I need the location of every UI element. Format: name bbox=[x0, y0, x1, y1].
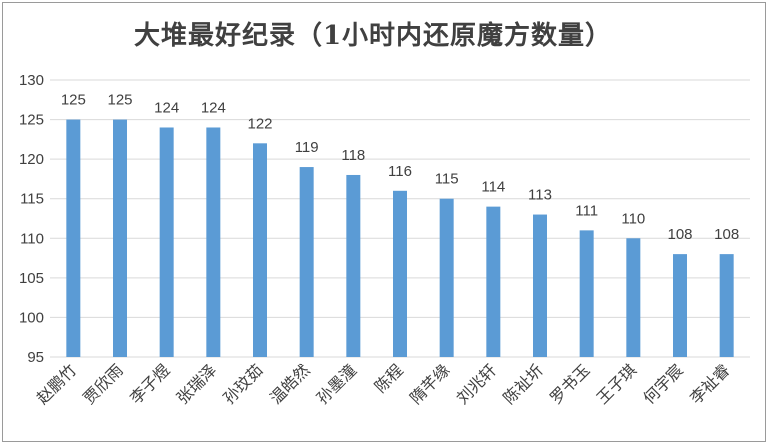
x-tick-label: 陈程 bbox=[371, 360, 407, 396]
y-axis-tick-labels: 95 100 105 110 115 120 125 130 bbox=[19, 72, 44, 366]
data-label: 110 bbox=[621, 210, 645, 227]
y-tick-label: 110 bbox=[20, 230, 44, 247]
x-tick-label: 王子琪 bbox=[593, 360, 640, 407]
bar bbox=[299, 167, 314, 357]
x-tick-label: 李子煜 bbox=[126, 360, 173, 407]
bar bbox=[533, 214, 547, 357]
data-label: 125 bbox=[61, 92, 86, 109]
data-labels: 125 125 124 124 122 119 118 116 115 114 113 111 110 1… bbox=[61, 92, 739, 244]
data-label: 108 bbox=[667, 226, 692, 243]
data-label: 111 bbox=[575, 202, 598, 219]
x-tick-label: 隋芊缘 bbox=[406, 360, 453, 407]
data-label: 124 bbox=[154, 99, 179, 116]
x-tick-label: 温皓然 bbox=[266, 360, 313, 407]
data-label: 118 bbox=[341, 147, 365, 164]
bar bbox=[439, 198, 454, 357]
y-tick-label: 115 bbox=[20, 191, 44, 208]
bar bbox=[393, 190, 407, 357]
bar bbox=[673, 254, 687, 357]
bar bbox=[486, 206, 501, 357]
x-tick-label: 孙墨潼 bbox=[313, 360, 360, 407]
bar bbox=[346, 174, 361, 357]
bar bbox=[579, 230, 594, 357]
data-label: 119 bbox=[295, 139, 319, 156]
bar bbox=[66, 119, 81, 357]
x-tick-label: 李祉睿 bbox=[686, 360, 733, 407]
data-label: 122 bbox=[247, 115, 272, 132]
data-label: 116 bbox=[388, 163, 412, 180]
x-axis-category-labels: 赵鹏竹 贾欣雨 李子煜 张瑞泽 孙玟茹 温皓然 孙墨潼 陈程 隋芊缘 刘兆轩 陈祉圻 罗书玉 王子琪 何宇… bbox=[33, 360, 734, 407]
x-tick-label: 陈祉圻 bbox=[499, 360, 546, 407]
bar bbox=[626, 238, 641, 357]
x-tick-label: 刘兆轩 bbox=[453, 360, 500, 407]
bar bbox=[206, 127, 221, 357]
data-label: 114 bbox=[481, 179, 505, 196]
data-label: 115 bbox=[435, 171, 459, 188]
x-tick-label: 贾欣雨 bbox=[79, 360, 126, 407]
y-tick-label: 130 bbox=[19, 72, 44, 89]
data-label: 113 bbox=[528, 187, 552, 204]
data-label: 125 bbox=[107, 92, 132, 109]
bar bbox=[113, 119, 127, 357]
x-tick-label: 罗书玉 bbox=[546, 360, 593, 407]
bars bbox=[66, 119, 734, 357]
x-tick-label: 孙玟茹 bbox=[219, 360, 266, 407]
y-tick-label: 125 bbox=[19, 112, 44, 129]
y-tick-label: 100 bbox=[19, 309, 44, 326]
y-tick-label: 95 bbox=[27, 349, 44, 366]
bar bbox=[253, 143, 267, 357]
x-tick-label: 赵鹏竹 bbox=[33, 360, 80, 407]
x-tick-label: 何宇宸 bbox=[639, 360, 686, 407]
bar bbox=[159, 127, 174, 357]
data-label: 108 bbox=[714, 226, 739, 243]
chart-title: 大堆最好纪录（1小时内还原魔方数量） bbox=[133, 21, 613, 51]
bar bbox=[719, 254, 734, 357]
data-label: 124 bbox=[201, 99, 226, 116]
x-tick-label: 张瑞泽 bbox=[173, 360, 220, 407]
y-tick-label: 105 bbox=[19, 270, 44, 287]
y-tick-label: 120 bbox=[19, 151, 44, 168]
